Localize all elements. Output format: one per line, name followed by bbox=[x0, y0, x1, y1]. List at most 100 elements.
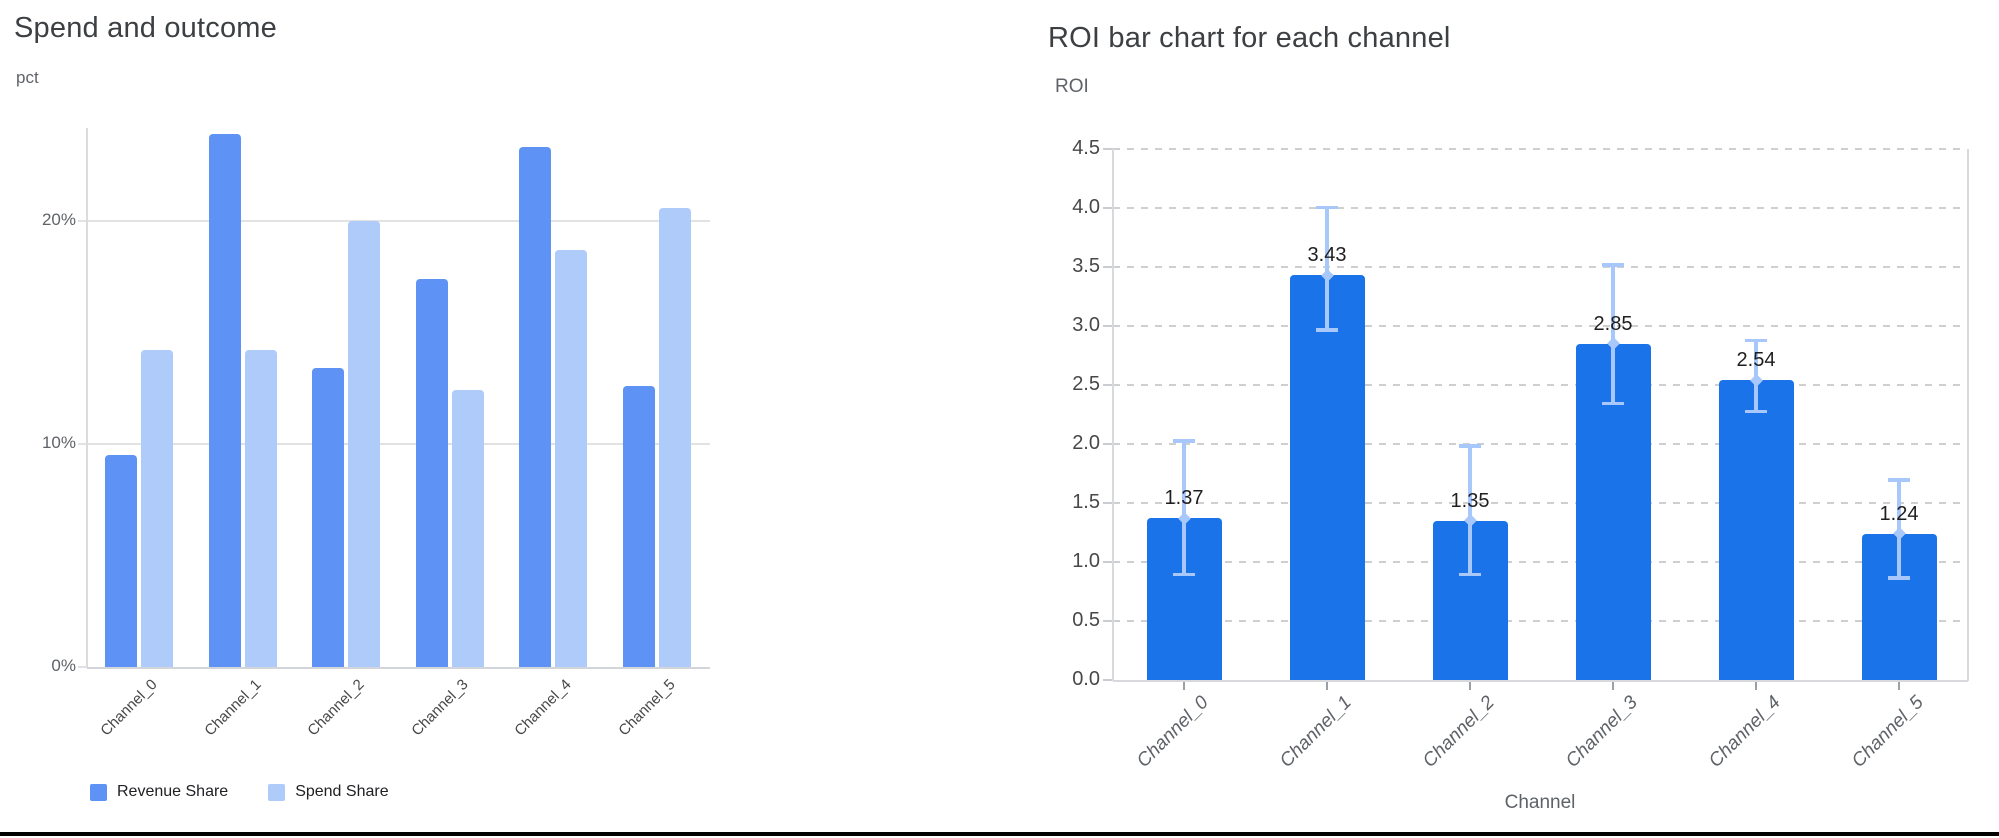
right-chart-title: ROI bar chart for each channel bbox=[1048, 22, 1451, 54]
error-bar-cap-top-channel-5 bbox=[1888, 478, 1910, 482]
right-chart-x-tick-label: Channel_4 bbox=[1705, 692, 1785, 772]
right-chart-y-tick bbox=[1103, 148, 1113, 150]
roi-bar-channel-1[interactable] bbox=[1289, 275, 1365, 680]
left-chart-y-tick-label: 20% bbox=[41, 210, 76, 229]
right-chart-gridline bbox=[1113, 620, 1967, 622]
bar-spend-share-channel-3[interactable] bbox=[451, 390, 484, 667]
legend-label-revenue-share: Revenue Share bbox=[117, 783, 229, 800]
right-chart-y-tick bbox=[1103, 443, 1113, 445]
right-chart-y-tick-label: 2.5 bbox=[1072, 373, 1100, 395]
right-chart-right-border bbox=[1967, 149, 1969, 681]
right-chart-gridline bbox=[1113, 502, 1967, 504]
error-bar-line-channel-3 bbox=[1611, 263, 1615, 406]
bar-revenue-share-channel-2[interactable] bbox=[312, 368, 344, 667]
right-chart-x-tick-label: Channel_3 bbox=[1562, 692, 1642, 772]
bar-spend-share-channel-5[interactable] bbox=[658, 207, 691, 667]
bar-spend-share-channel-1[interactable] bbox=[244, 350, 277, 667]
right-chart-x-axis-label: Channel bbox=[1504, 792, 1576, 813]
error-bar-cap-top-channel-4 bbox=[1745, 338, 1767, 343]
right-chart-y-tick bbox=[1103, 679, 1113, 681]
bar-value-label-channel-2: 1.35 bbox=[1450, 489, 1490, 512]
left-chart-gridline bbox=[87, 443, 710, 445]
bar-revenue-share-channel-5[interactable] bbox=[622, 386, 655, 667]
error-bar-cap-bottom-channel-0 bbox=[1173, 572, 1195, 577]
legend-swatch-revenue-share bbox=[90, 783, 107, 801]
right-chart-gridline bbox=[1113, 266, 1967, 268]
roi-bar-channel-4[interactable] bbox=[1718, 380, 1794, 680]
error-bar-cap-top-channel-2 bbox=[1459, 444, 1481, 448]
right-chart-x-tick bbox=[1326, 681, 1328, 690]
left-chart-y-tick bbox=[78, 666, 87, 668]
error-bar-cap-top-channel-1 bbox=[1316, 205, 1338, 210]
right-chart-y-tick-label: 3.5 bbox=[1072, 255, 1100, 277]
right-chart-x-tick-label: Channel_0 bbox=[1133, 692, 1213, 772]
legend-label-spend-share: Spend Share bbox=[295, 783, 389, 800]
bar-spend-share-channel-0[interactable] bbox=[141, 350, 173, 667]
right-chart-gridline bbox=[1113, 148, 1967, 150]
right-chart-y-tick-label: 1.0 bbox=[1072, 550, 1100, 572]
right-chart-x-tick bbox=[1469, 681, 1471, 690]
left-chart-x-tick-label: Channel_5 bbox=[615, 676, 679, 740]
left-chart-gridline bbox=[87, 220, 710, 222]
left-chart-y-tick-label: 10% bbox=[41, 433, 76, 452]
error-bar-cap-bottom-channel-3 bbox=[1602, 401, 1624, 406]
right-chart-y-tick-label: 3.0 bbox=[1072, 314, 1100, 336]
right-chart-gridline bbox=[1113, 561, 1967, 563]
right-chart-y-tick bbox=[1103, 502, 1113, 504]
left-chart-x-tick-label: Channel_4 bbox=[511, 676, 576, 740]
bar-value-label-channel-5: 1.24 bbox=[1879, 502, 1919, 525]
left-chart-legend: Revenue Share Spend Share bbox=[90, 783, 389, 801]
right-chart-x-tick bbox=[1183, 681, 1185, 690]
right-chart-y-tick bbox=[1103, 561, 1113, 563]
right-chart-x-axis-line bbox=[1113, 680, 1968, 682]
bar-revenue-share-channel-0[interactable] bbox=[105, 455, 137, 667]
right-chart-y-tick-label: 0.0 bbox=[1072, 668, 1100, 690]
error-bar-line-channel-0 bbox=[1182, 439, 1186, 577]
error-bar-cap-bottom-channel-5 bbox=[1888, 576, 1910, 580]
left-chart-x-axis-line bbox=[87, 667, 710, 669]
right-chart-x-tick bbox=[1898, 681, 1900, 690]
bar-spend-share-channel-2[interactable] bbox=[348, 221, 380, 667]
bar-revenue-share-channel-3[interactable] bbox=[415, 278, 448, 667]
right-chart-x-tick-label: Channel_2 bbox=[1419, 692, 1499, 772]
error-bar-cap-bottom-channel-1 bbox=[1316, 328, 1338, 332]
bar-value-label-channel-3: 2.85 bbox=[1593, 312, 1633, 335]
right-chart-x-tick bbox=[1755, 681, 1757, 690]
right-chart-x-tick bbox=[1612, 681, 1614, 690]
error-bar-line-channel-2 bbox=[1468, 444, 1472, 577]
right-chart-y-tick-label: 0.5 bbox=[1072, 609, 1100, 631]
legend-swatch-spend-share bbox=[268, 783, 286, 801]
bar-revenue-share-channel-1[interactable] bbox=[208, 134, 241, 667]
error-bar-cap-bottom-channel-4 bbox=[1745, 409, 1767, 414]
right-chart-y-tick-label: 4.5 bbox=[1072, 137, 1100, 159]
error-bar-cap-top-channel-0 bbox=[1173, 439, 1195, 443]
bottom-divider-line bbox=[0, 832, 1999, 836]
error-bar-line-channel-1 bbox=[1325, 205, 1329, 332]
right-chart-gridline bbox=[1113, 384, 1967, 386]
error-bar-cap-bottom-channel-2 bbox=[1459, 572, 1481, 577]
left-chart-y-axis-unit: pct bbox=[16, 68, 39, 87]
bar-spend-share-channel-4[interactable] bbox=[555, 249, 587, 667]
left-chart-y-tick-label: 0% bbox=[51, 656, 76, 675]
right-chart-y-tick bbox=[1103, 266, 1113, 268]
left-chart-x-tick-label: Channel_1 bbox=[201, 676, 265, 740]
left-chart-x-tick-label: Channel_3 bbox=[408, 676, 472, 740]
right-chart-y-tick bbox=[1103, 384, 1113, 386]
bar-value-label-channel-0: 1.37 bbox=[1164, 487, 1204, 510]
right-chart-y-tick bbox=[1103, 207, 1113, 209]
right-chart-gridline bbox=[1113, 207, 1967, 209]
right-chart-y-tick-label: 1.5 bbox=[1072, 491, 1100, 513]
right-chart-gridline bbox=[1113, 325, 1967, 327]
bar-revenue-share-channel-4[interactable] bbox=[519, 147, 551, 667]
left-chart-y-tick bbox=[78, 443, 87, 445]
right-chart-y-tick bbox=[1103, 620, 1113, 622]
bar-value-label-channel-1: 3.43 bbox=[1307, 244, 1347, 267]
right-chart-y-tick-label: 4.0 bbox=[1072, 196, 1100, 218]
left-chart-x-tick-label: Channel_2 bbox=[304, 676, 369, 740]
right-chart-y-axis-label: ROI bbox=[1055, 76, 1089, 97]
right-chart-y-tick-label: 2.0 bbox=[1072, 432, 1100, 454]
right-chart-gridline bbox=[1113, 443, 1967, 445]
right-chart-left-border bbox=[1112, 149, 1114, 681]
error-bar-cap-top-channel-3 bbox=[1602, 263, 1624, 267]
